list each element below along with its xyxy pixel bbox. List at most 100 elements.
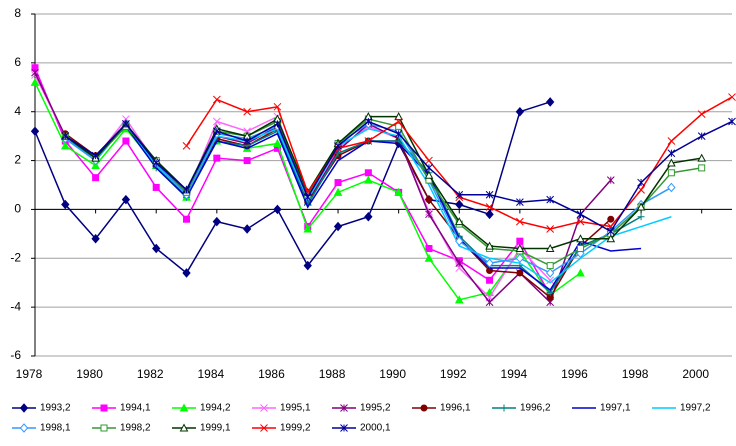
marker (31, 68, 39, 77)
marker (273, 120, 282, 128)
series-line (64, 115, 702, 250)
marker (394, 117, 403, 126)
x-tick-label: 1982 (137, 367, 164, 381)
legend-marker (420, 404, 428, 412)
legend-marker (500, 404, 508, 412)
marker (728, 117, 736, 126)
legend-entry: 1997,2 (652, 403, 711, 414)
marker (243, 157, 251, 165)
marker (92, 174, 100, 182)
marker (515, 253, 525, 264)
x-tick-label: 1988 (319, 367, 346, 381)
marker (606, 176, 615, 184)
marker (182, 268, 191, 278)
marker (152, 243, 161, 254)
marker (364, 211, 373, 222)
marker (455, 259, 464, 268)
legend-label: 1994,2 (200, 403, 231, 414)
legend-entry: 1995,1 (252, 403, 311, 414)
marker (61, 199, 70, 210)
marker (576, 210, 585, 219)
marker (122, 120, 130, 128)
marker (425, 196, 433, 204)
marker (394, 187, 403, 196)
legend-entry: 1998,2 (92, 423, 151, 434)
marker (182, 142, 191, 150)
marker (667, 182, 676, 193)
marker (667, 158, 676, 167)
marker (485, 190, 494, 199)
marker (273, 204, 282, 215)
legend-entry: 1996,1 (412, 403, 471, 414)
legend-label: 1996,2 (520, 403, 551, 414)
marker (121, 194, 131, 205)
marker (606, 234, 616, 243)
marker (545, 243, 555, 253)
marker (425, 245, 433, 253)
legend-label: 1999,2 (280, 423, 311, 434)
legend-marker (179, 423, 189, 432)
marker (515, 106, 525, 117)
x-tick-label: 1986 (258, 367, 285, 381)
marker (546, 268, 555, 278)
marker (30, 77, 40, 86)
marker (606, 227, 615, 236)
marker (364, 169, 372, 177)
legend-label: 1998,2 (120, 423, 151, 434)
marker (546, 225, 555, 233)
legend-label: 1998,1 (40, 423, 71, 434)
marker (273, 102, 282, 111)
marker (242, 224, 252, 234)
marker (60, 141, 70, 150)
legend-marker (340, 424, 348, 432)
y-tick-label: 2 (14, 153, 21, 167)
legend-entry: 1999,2 (252, 423, 311, 434)
marker (546, 262, 554, 270)
marker (454, 217, 464, 226)
marker (485, 258, 494, 268)
marker (364, 137, 373, 145)
legend-entry: 1995,2 (332, 403, 391, 414)
marker (486, 276, 494, 284)
legend-marker (340, 404, 348, 412)
marker (576, 245, 584, 253)
marker (697, 153, 707, 162)
x-tick-label: 1996 (561, 367, 588, 381)
marker (667, 169, 675, 177)
marker (91, 233, 100, 244)
y-tick-label: 6 (14, 55, 21, 69)
x-tick-label: 1992 (440, 367, 467, 381)
marker (334, 149, 342, 157)
marker (303, 224, 313, 233)
marker (212, 216, 221, 227)
marker (698, 164, 706, 172)
marker (546, 276, 555, 285)
marker (394, 129, 403, 138)
marker (485, 209, 494, 220)
marker (667, 149, 676, 158)
y-tick-label: -4 (10, 299, 21, 313)
marker (636, 202, 646, 211)
marker (212, 117, 221, 126)
marker (667, 137, 676, 145)
marker (424, 253, 434, 262)
legend-label: 2000,1 (360, 423, 391, 434)
legend-entry: 1998,1 (12, 423, 71, 434)
marker (212, 127, 221, 136)
marker (212, 95, 221, 104)
legend-entry: 1994,1 (92, 403, 151, 414)
legend-entry: 1999,1 (172, 423, 231, 434)
series-line (64, 122, 672, 284)
marker (515, 243, 525, 253)
x-tick-label: 1994 (501, 367, 528, 381)
y-tick-label: 0 (14, 202, 21, 216)
legend-entry: 1997,1 (572, 403, 631, 414)
x-tick-label: 1984 (197, 367, 224, 381)
marker (455, 190, 464, 199)
x-tick-label: 1980 (76, 367, 103, 381)
legend-marker (100, 404, 108, 412)
y-tick-label: 4 (14, 104, 21, 118)
marker (485, 298, 494, 307)
marker (576, 268, 585, 277)
